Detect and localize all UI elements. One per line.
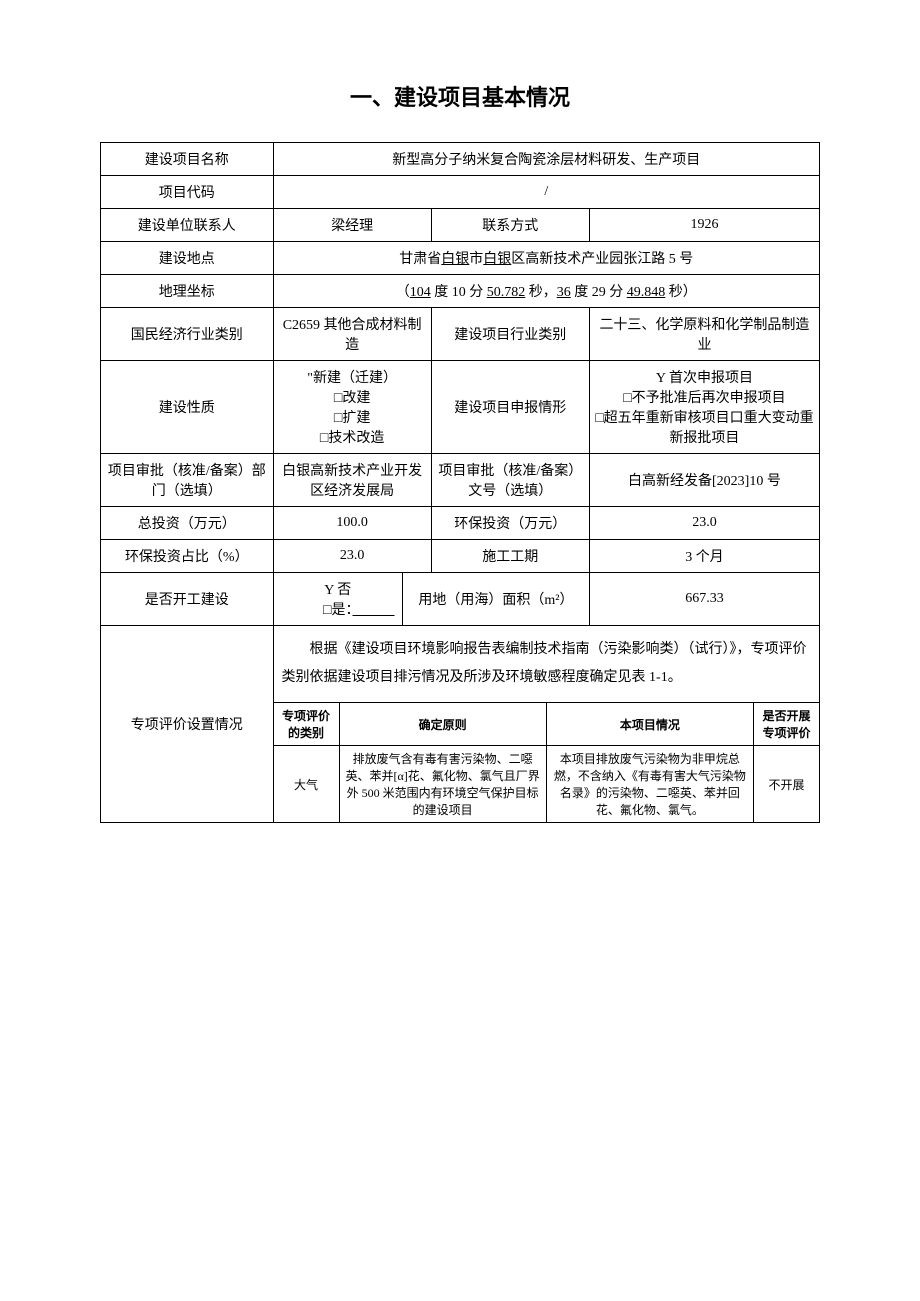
label-approval-dept: 项目审批（核准/备案）部门（选填） (101, 454, 274, 507)
value-report-type: Y 首次申报项目 □不予批准后再次申报项目 □超五年重新审核项目口重大变动重新报… (589, 361, 819, 454)
label-project-name: 建设项目名称 (101, 143, 274, 176)
coord-u2: 50.782 (487, 285, 526, 300)
coord-t3: 度 29 分 (571, 285, 627, 300)
inner-r1c2: 排放废气含有毒有害污染物、二噁英、苯并[α]花、氟化物、氯气且厂界外 500 米… (339, 746, 546, 823)
loc-m2: 区高新技术产业园张江路 5 号 (511, 252, 693, 267)
label-env-ratio: 环保投资占比（%） (101, 540, 274, 573)
label-proj-industry: 建设项目行业类别 (431, 308, 589, 361)
nature-l3: □扩建 (278, 407, 427, 427)
value-env-ratio: 23.0 (273, 540, 431, 573)
started-l2: □是： (278, 599, 398, 619)
label-report-type: 建设项目申报情形 (431, 361, 589, 454)
loc-u2: 白银 (483, 252, 511, 267)
coord-t1: 度 10 分 (431, 285, 487, 300)
nature-l2: □改建 (278, 387, 427, 407)
label-special: 专项评价设置情况 (101, 626, 274, 823)
value-project-code: / (273, 176, 819, 209)
loc-m1: 市 (469, 252, 483, 267)
inner-table: 专项评价的类别 确定原则 本项目情况 是否开展专项评价 大气 排放废气含有毒有害… (274, 702, 819, 822)
page-title: 一、建设项目基本情况 (100, 80, 820, 112)
loc-prefix: 甘肃省 (399, 252, 441, 267)
special-intro: 根据《建设项目环境影响报告表编制技术指南（污染影响类）（试行）》，专项评价类别依… (274, 626, 819, 702)
inner-h3: 本项目情况 (546, 703, 753, 746)
value-approval-no: 白高新经发备[2023]10 号 (589, 454, 819, 507)
coord-u1: 104 (410, 285, 431, 300)
value-proj-industry: 二十三、化学原料和化学制品制造业 (589, 308, 819, 361)
value-location: 甘肃省白银市白银区高新技术产业园张江路 5 号 (273, 242, 819, 275)
inner-r1c1: 大气 (274, 746, 339, 823)
value-project-name: 新型高分子纳米复合陶瓷涂层材料研发、生产项目 (273, 143, 819, 176)
report-l1: Y 首次申报项目 (594, 367, 815, 387)
label-project-code: 项目代码 (101, 176, 274, 209)
label-coord: 地理坐标 (101, 275, 274, 308)
label-nature: 建设性质 (101, 361, 274, 454)
inner-r1c3: 本项目排放废气污染物为非甲烷总燃，不含纳入《有毒有害大气污染物名录》的污染物、二… (546, 746, 753, 823)
label-approval-no: 项目审批（核准/备案）文号（选填） (431, 454, 589, 507)
value-duration: 3 个月 (589, 540, 819, 573)
coord-u4: 49.848 (627, 285, 666, 300)
value-coord: （104 度 10 分 50.782 秒，36 度 29 分 49.848 秒） (273, 275, 819, 308)
inner-h2: 确定原则 (339, 703, 546, 746)
label-location: 建设地点 (101, 242, 274, 275)
label-land-area: 用地（用海）面积（m²） (402, 573, 589, 626)
started-l1: Y 否 (278, 579, 398, 599)
value-nature: "新建（迁建） □改建 □扩建 □技术改造 (273, 361, 431, 454)
label-contact: 建设单位联系人 (101, 209, 274, 242)
loc-u1: 白银 (441, 252, 469, 267)
inner-h1: 专项评价的类别 (274, 703, 339, 746)
label-duration: 施工工期 (431, 540, 589, 573)
value-land-area: 667.33 (589, 573, 819, 626)
report-l2: □不予批准后再次申报项目 (594, 387, 815, 407)
special-cell: 根据《建设项目环境影响报告表编制技术指南（污染影响类）（试行）》，专项评价类别依… (273, 626, 819, 823)
coord-u3: 36 (557, 285, 571, 300)
label-env-invest: 环保投资（万元） (431, 507, 589, 540)
value-contact-name: 梁经理 (273, 209, 431, 242)
label-total-invest: 总投资（万元） (101, 507, 274, 540)
coord-t4: 秒） (665, 285, 697, 300)
nature-l4: □技术改造 (278, 427, 427, 447)
report-l3: □超五年重新审核项目口重大变动重新报批项目 (594, 407, 815, 447)
nature-l1: "新建（迁建） (278, 367, 427, 387)
value-approval-dept: 白银高新技术产业开发区经济发展局 (273, 454, 431, 507)
value-started: Y 否 □是： (273, 573, 402, 626)
value-industry: C2659 其他合成材料制造 (273, 308, 431, 361)
coord-open: （ (396, 285, 410, 300)
inner-h4: 是否开展专项评价 (754, 703, 819, 746)
main-table: 建设项目名称 新型高分子纳米复合陶瓷涂层材料研发、生产项目 项目代码 / 建设单… (100, 142, 820, 823)
value-contact-method: 1926 (589, 209, 819, 242)
coord-t2: 秒， (525, 285, 557, 300)
value-env-invest: 23.0 (589, 507, 819, 540)
inner-r1c4: 不开展 (754, 746, 819, 823)
value-total-invest: 100.0 (273, 507, 431, 540)
label-industry: 国民经济行业类别 (101, 308, 274, 361)
label-contact-method: 联系方式 (431, 209, 589, 242)
label-started: 是否开工建设 (101, 573, 274, 626)
